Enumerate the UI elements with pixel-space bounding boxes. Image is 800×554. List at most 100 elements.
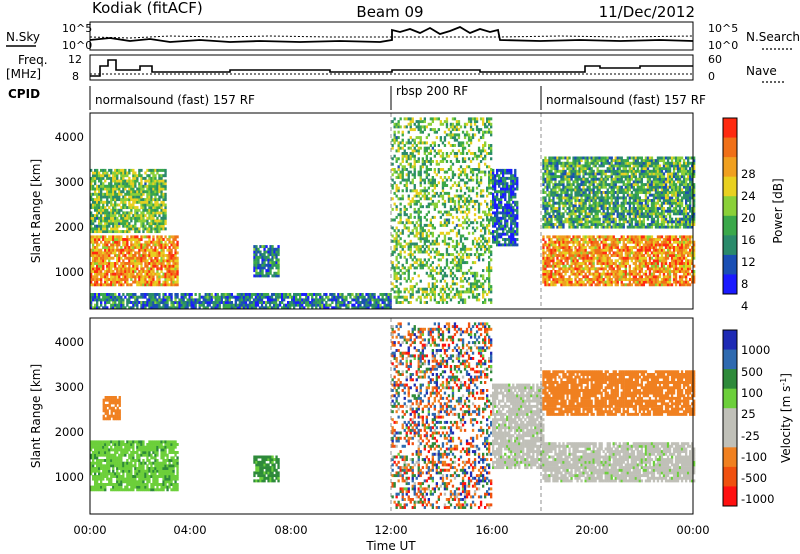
power-cell — [160, 200, 163, 204]
power-cell — [148, 248, 151, 252]
power-cell — [562, 270, 565, 273]
power-cell — [421, 157, 425, 161]
power-cell — [477, 205, 481, 209]
power-cell — [544, 240, 547, 244]
power-cell — [506, 243, 509, 247]
power-cell — [437, 263, 441, 267]
power-cell — [401, 130, 404, 134]
power-cell — [431, 223, 435, 227]
power-cell — [230, 295, 234, 299]
power-cell — [271, 245, 274, 249]
power-cell — [134, 198, 137, 202]
power-cell — [598, 235, 601, 239]
power-cell — [124, 272, 127, 276]
power-cell — [431, 194, 435, 198]
power-cell — [186, 306, 189, 310]
power-cell — [138, 208, 141, 212]
power-cell — [263, 247, 266, 251]
power-cell — [102, 246, 105, 249]
power-cell — [156, 303, 159, 307]
power-cell — [504, 168, 507, 172]
power-cell — [170, 295, 173, 299]
power-cell — [469, 266, 473, 270]
power-cell — [512, 222, 515, 226]
power-cell — [255, 269, 258, 273]
power-cell — [230, 301, 234, 304]
power-cell — [122, 275, 125, 279]
power-cell — [417, 152, 420, 155]
power-cell — [120, 206, 123, 210]
power-cell — [94, 192, 97, 196]
power-cell — [122, 283, 125, 287]
power-cell — [200, 303, 203, 307]
power-cell — [146, 168, 149, 172]
power-cell — [92, 283, 95, 287]
power-cell — [488, 274, 491, 278]
power-cell — [269, 253, 272, 257]
power-cell — [423, 263, 427, 267]
power-cell — [542, 251, 545, 255]
power-cell — [455, 138, 459, 142]
power-cell — [118, 272, 121, 276]
power-cell — [156, 280, 159, 284]
power-cell — [118, 171, 121, 175]
power-cell — [104, 280, 107, 284]
power-cell — [463, 160, 467, 163]
power-cell — [490, 231, 493, 235]
power-cell — [560, 272, 563, 276]
power-cell — [140, 200, 143, 204]
power-cell — [242, 303, 246, 307]
power-cell — [397, 290, 400, 294]
power-cell — [622, 262, 625, 265]
power-cell — [632, 267, 636, 271]
power-cell — [246, 298, 250, 302]
power-cell — [126, 262, 129, 265]
power-cell — [144, 262, 147, 265]
power-cell — [461, 279, 465, 283]
power-cell — [449, 237, 453, 241]
power-cell — [423, 301, 427, 304]
power-cell — [214, 293, 217, 296]
power-cell — [461, 157, 465, 161]
power-cell — [120, 222, 123, 226]
power-cell — [498, 182, 501, 186]
power-cell — [337, 293, 340, 296]
power-cell — [116, 187, 119, 191]
power-cell — [148, 187, 151, 191]
power-cell — [96, 176, 99, 180]
power-cell — [138, 243, 141, 247]
power-cell — [560, 246, 563, 249]
power-cell — [419, 261, 422, 265]
power-cell — [154, 243, 157, 247]
power-cell — [490, 144, 493, 147]
power-cell — [401, 295, 404, 299]
power-cell — [244, 298, 248, 302]
power-cell — [359, 295, 362, 299]
power-cell — [473, 253, 477, 257]
power-cell — [592, 243, 595, 247]
power-cell — [574, 280, 577, 284]
power-cell — [506, 230, 509, 234]
power-cell — [640, 248, 644, 252]
power-cell — [548, 270, 551, 273]
power-cell — [156, 200, 159, 204]
power-cell — [377, 306, 380, 310]
power-cell — [96, 259, 99, 263]
power-cell — [393, 295, 396, 299]
power-cell — [506, 182, 509, 186]
power-cell — [578, 235, 581, 239]
power-cell — [427, 186, 431, 190]
power-cell — [650, 262, 654, 265]
power-cell — [263, 266, 266, 270]
power-cell — [419, 173, 422, 177]
power-cell — [134, 267, 137, 271]
power-cell — [395, 186, 398, 190]
power-cell — [461, 130, 465, 134]
power-cell — [463, 191, 467, 195]
power-cell — [441, 223, 445, 227]
power-cell — [130, 208, 133, 212]
noise-sky-trace — [89, 25, 694, 43]
power-cell — [401, 152, 404, 155]
power-cell — [546, 280, 549, 284]
power-cell — [572, 259, 575, 263]
